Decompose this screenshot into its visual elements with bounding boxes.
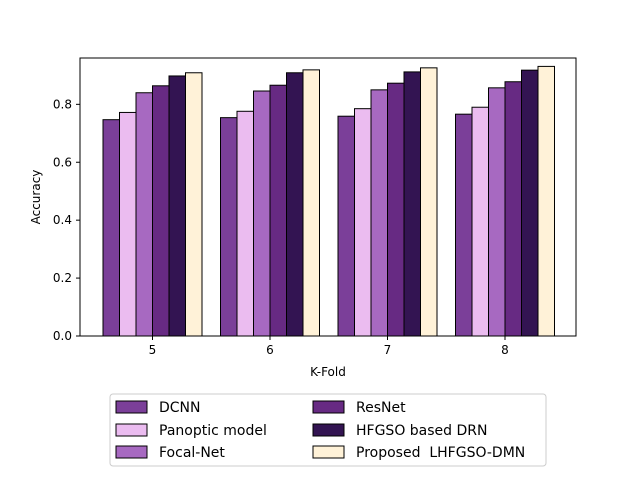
y-axis: 0.0 0.2 0.4 0.6 0.8 <box>53 97 80 343</box>
bar-focal-net-fold-6 <box>253 90 271 337</box>
y-axis-label: Accuracy <box>29 170 43 225</box>
legend-label: ResNet <box>356 400 406 416</box>
bar-focal-net-fold-8 <box>488 87 506 337</box>
plot-frame <box>79 57 577 337</box>
bar-hfgso-based-drn-fold-7 <box>403 71 421 337</box>
bar-focal-net-fold-7 <box>370 89 388 337</box>
bar-panoptic-model-fold-8 <box>471 106 489 337</box>
bar-proposed-lhfgso-dmn-fold-8 <box>537 65 555 337</box>
bar-proposed-lhfgso-dmn-fold-6 <box>302 69 320 337</box>
y-tick-label: 0.8 <box>53 97 72 111</box>
legend-swatch <box>115 423 148 437</box>
bar-hfgso-based-drn-fold-8 <box>521 69 539 337</box>
y-tick-label: 0.6 <box>53 155 72 169</box>
bar-resnet-fold-6 <box>269 84 287 337</box>
bar-hfgso-based-drn-fold-5 <box>168 75 186 337</box>
x-axis-label: K-Fold <box>310 365 346 379</box>
legend: DCNN Panoptic model Focal-Net ResNet HFGSO b… <box>109 393 547 467</box>
x-tick-label: 5 <box>149 343 157 357</box>
legend-swatch <box>312 445 345 459</box>
bar-resnet-fold-8 <box>504 81 522 337</box>
bar-hfgso-based-drn-fold-6 <box>286 72 304 337</box>
legend-label: Proposed LHFGSO-DMN <box>356 445 525 461</box>
legend-swatch <box>115 400 148 414</box>
y-tick-label: 0.4 <box>53 213 72 227</box>
bar-dcnn-fold-7 <box>337 115 355 337</box>
x-tick-label: 8 <box>501 343 509 357</box>
bar-dcnn-fold-5 <box>102 119 120 337</box>
y-tick-label: 0.2 <box>53 271 72 285</box>
bar-resnet-fold-5 <box>152 85 170 337</box>
y-tick-label: 0.0 <box>53 329 72 343</box>
legend-label: Panoptic model <box>159 423 267 439</box>
legend-label: DCNN <box>159 400 201 416</box>
bar-resnet-fold-7 <box>387 82 405 337</box>
legend-label: Focal-Net <box>159 445 225 461</box>
legend-swatch <box>312 423 345 437</box>
x-tick-label: 6 <box>266 343 274 357</box>
bar-panoptic-model-fold-6 <box>236 110 254 337</box>
bar-dcnn-fold-6 <box>220 117 238 337</box>
bar-panoptic-model-fold-5 <box>119 111 137 337</box>
bar-proposed-lhfgso-dmn-fold-7 <box>420 67 438 337</box>
legend-label: HFGSO based DRN <box>356 423 487 439</box>
x-axis: 5 6 7 8 <box>149 336 509 357</box>
bar-focal-net-fold-5 <box>135 92 153 337</box>
bar-proposed-lhfgso-dmn-fold-5 <box>185 72 203 337</box>
x-tick-label: 7 <box>384 343 392 357</box>
legend-swatch <box>115 445 148 459</box>
bars-group <box>102 65 555 337</box>
legend-swatch <box>312 400 345 414</box>
bar-dcnn-fold-8 <box>455 113 473 337</box>
bar-panoptic-model-fold-7 <box>354 108 372 337</box>
